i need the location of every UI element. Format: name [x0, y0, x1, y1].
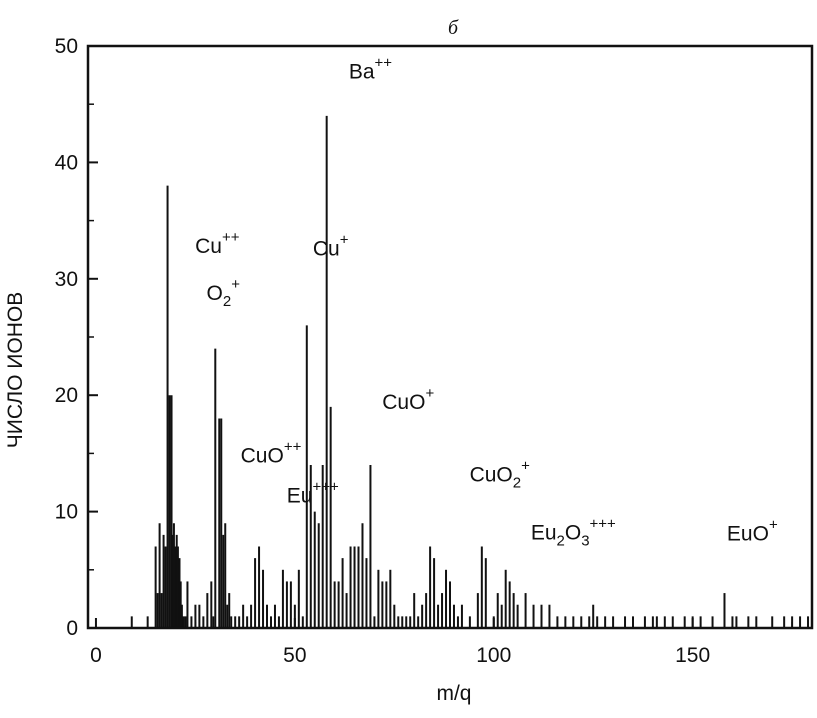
y-axis-label: ЧИСЛО ИОНОВ: [4, 292, 27, 448]
y-tick-label: 30: [55, 268, 78, 291]
y-tick-label: 40: [55, 151, 78, 174]
annotations-group: Ba++ Cu++ O2+ Cu+ CuO+ CuO++ Eu+++ CuO2+Eu2O3++…: [195, 55, 778, 550]
x-tick-label: 0: [90, 644, 102, 667]
x-tick-label: 50: [283, 644, 306, 667]
y-tick-label: 10: [55, 501, 78, 524]
annotation-cuo2: CuO2+: [470, 457, 531, 491]
x-axis-label: m/q: [436, 682, 471, 705]
annotation-o2: O2+: [207, 276, 241, 310]
annotation-eu-ppp: Eu+++: [287, 478, 339, 507]
annotation-eu2o3: Eu2O3+++: [531, 516, 616, 550]
plot-frame: [86, 44, 814, 630]
y-tick-label: 20: [55, 384, 78, 407]
annotation-cu-p: Cu+: [313, 232, 349, 261]
y-tick-label: 50: [55, 35, 78, 58]
annotation-cu-pp: Cu++: [195, 229, 240, 258]
annotation-euo: EuO+: [727, 517, 778, 546]
annotation-ba: Ba++: [349, 55, 392, 84]
annotation-cuo-pp: CuO++: [241, 439, 302, 468]
ticks-group: 0 50 100 150 0 10 20 30 40 50: [55, 35, 793, 667]
bars-group: [130, 115, 810, 628]
chart-title: б: [448, 17, 459, 39]
annotation-cuo-p: CuO+: [382, 385, 434, 414]
y-tick-label: 0: [66, 617, 78, 640]
x-tick-label: 150: [675, 644, 710, 667]
x-tick-label: 100: [476, 644, 511, 667]
